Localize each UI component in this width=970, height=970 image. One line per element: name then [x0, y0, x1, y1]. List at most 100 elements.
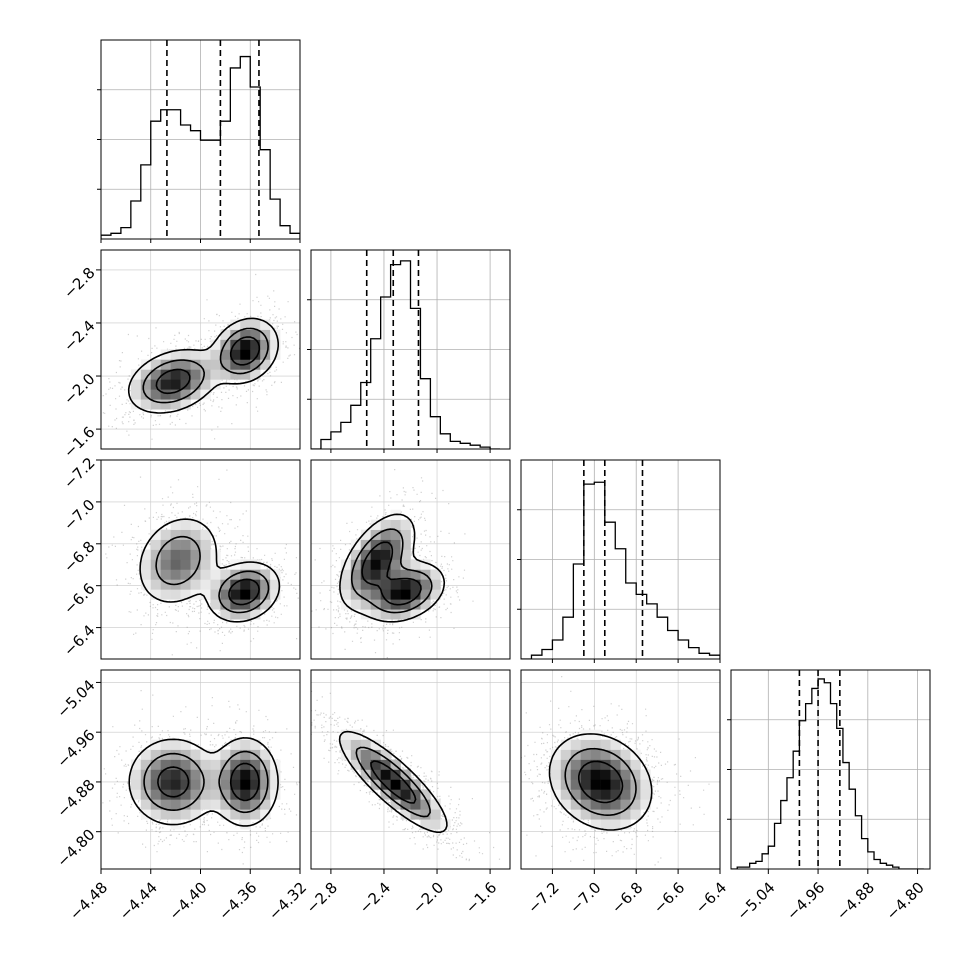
density-cell: [170, 359, 181, 370]
density-cell: [260, 779, 271, 790]
density-cell: [270, 769, 281, 780]
density-cell: [640, 769, 651, 780]
density-cell: [590, 819, 601, 830]
density-cell: [370, 599, 381, 610]
density-cell: [580, 779, 591, 790]
density-cell: [340, 729, 352, 740]
density-cell: [440, 819, 451, 830]
contour-line: [578, 760, 624, 804]
density-cell: [190, 579, 201, 590]
density-cell: [240, 329, 251, 340]
density-cell: [370, 539, 381, 550]
density-cell: [210, 769, 221, 780]
density-cell: [620, 789, 631, 800]
density-cell: [380, 779, 391, 790]
pair-panel-body: [101, 690, 300, 865]
density-cell: [250, 339, 261, 350]
density-cell: [250, 769, 261, 780]
density-cell: [190, 779, 201, 790]
pair-panel-body: [101, 469, 299, 656]
x-tick-label: −2.4: [356, 879, 394, 917]
density-cell: [170, 799, 181, 810]
density-cell: [570, 779, 581, 790]
density-cell: [190, 539, 201, 550]
contour-line: [143, 750, 269, 814]
density-cell: [600, 749, 611, 760]
pair-panel-body: [521, 676, 710, 866]
density-cell: [610, 799, 621, 810]
density-cell: [210, 549, 221, 560]
density-cell: [350, 569, 362, 580]
density-cell: [260, 339, 271, 350]
density-cell: [140, 779, 152, 790]
density-cell: [250, 359, 261, 370]
density-cell: [230, 589, 241, 600]
contour-line: [355, 746, 431, 818]
density-cell: [270, 339, 281, 350]
density-cell: [170, 399, 181, 410]
density-cell: [230, 579, 241, 590]
density-cell: [180, 569, 191, 580]
density-cell: [430, 819, 441, 830]
density-cell: [190, 359, 201, 370]
density-cell: [180, 349, 191, 360]
density-cell: [400, 549, 411, 560]
density-cell: [160, 739, 171, 750]
y-tick-label: −6.8: [60, 538, 98, 576]
density-cell: [220, 369, 231, 380]
y-tick-label: −2.8: [60, 264, 98, 302]
density-cell: [170, 789, 181, 800]
x-tick-label: −6.6: [650, 879, 688, 917]
density-cell: [640, 799, 651, 810]
density-cell: [260, 349, 271, 360]
density-cell: [600, 819, 611, 830]
y-tick-label: −2.4: [60, 317, 98, 355]
y-tick-label: −6.4: [60, 621, 98, 659]
density-cell: [140, 759, 152, 770]
density-cell: [190, 519, 201, 530]
density-cell: [600, 759, 611, 770]
density-cell: [180, 519, 191, 530]
contour-line: [228, 578, 260, 606]
density-cell: [150, 779, 161, 790]
contour-line: [339, 513, 446, 623]
density-cell: [590, 749, 601, 760]
density-cell: [180, 539, 191, 550]
density-cell: [130, 779, 142, 790]
density-cell: [180, 369, 191, 380]
density-cell: [160, 759, 171, 770]
density-cell: [180, 589, 191, 600]
density-cell: [630, 799, 641, 810]
density-cell: [170, 549, 181, 560]
density-cell: [240, 779, 251, 790]
density-cell: [190, 789, 201, 800]
density-cell: [210, 579, 221, 590]
y-tick-label: −4.80: [53, 826, 98, 871]
density-cell: [150, 529, 161, 540]
density-cell: [190, 349, 201, 360]
density-cell: [220, 329, 231, 340]
y-tick-label: −4.96: [53, 726, 98, 771]
density-cell: [220, 769, 231, 780]
y-tick-label: −7.2: [60, 454, 98, 492]
density-cell: [350, 559, 362, 570]
histogram-panel-1: [307, 249, 511, 450]
density-cell: [200, 769, 211, 780]
density-cell: [260, 799, 271, 810]
density-cell: [250, 319, 261, 330]
density-cell: [260, 809, 271, 820]
density-cell: [210, 779, 221, 790]
density-cell: [230, 799, 241, 810]
histogram-panel-0: [97, 39, 301, 240]
density-cell: [240, 759, 251, 770]
density-cell: [360, 569, 371, 580]
density-cell: [380, 769, 391, 780]
density-cell: [130, 379, 142, 390]
density-cell: [410, 599, 421, 610]
density-cell: [360, 589, 371, 600]
contour-line: [370, 760, 417, 804]
density-cell: [390, 799, 401, 810]
density-cell: [260, 579, 271, 590]
x-tick-label: −4.48: [66, 879, 111, 924]
contour-line: [338, 730, 448, 833]
